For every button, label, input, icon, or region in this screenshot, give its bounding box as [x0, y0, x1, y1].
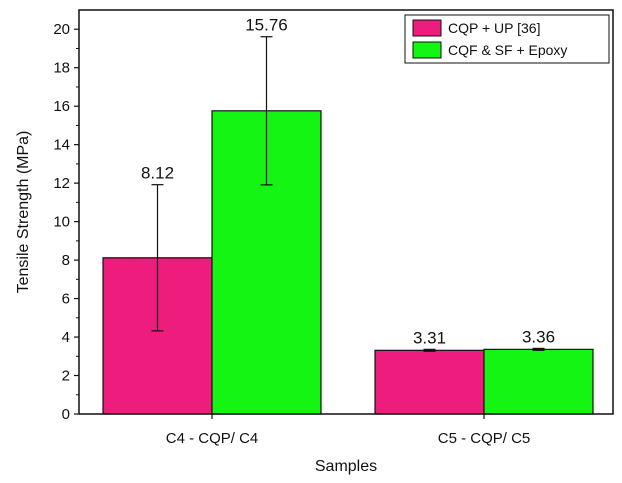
y-tick-label: 4: [62, 329, 70, 346]
y-tick-label: 10: [53, 214, 70, 231]
value-label: 3.36: [522, 327, 555, 346]
y-tick-label: 16: [53, 98, 70, 115]
legend-swatch-1: [412, 41, 442, 59]
legend-swatch-0: [412, 19, 442, 37]
value-label: 15.76: [245, 16, 288, 35]
legend: CQP + UP [36] CQF & SF + Epoxy: [404, 14, 610, 64]
value-labels: 8.12 15.76 3.31 3.36: [141, 16, 555, 348]
value-label: 3.31: [413, 328, 446, 347]
y-tick-label: 20: [53, 21, 70, 38]
y-tick-label: 2: [62, 368, 70, 385]
bar: [483, 348, 594, 415]
y-tick-label: 6: [62, 291, 70, 308]
x-axis-label: Samples: [315, 458, 377, 475]
y-tick-label: 18: [53, 60, 70, 77]
plot-frame: [78, 9, 614, 415]
legend-label-0: CQP + UP [36]: [448, 20, 540, 36]
axis-ticks: 0 2 4 6 8 10 12 14 16 18 20 C4 - CQP/ C4 C5 - CQP/ C…: [53, 21, 530, 447]
y-tick-label: 12: [53, 175, 70, 192]
x-tick-label: C4 - CQP/ C4: [166, 430, 259, 447]
value-label: 8.12: [141, 164, 174, 183]
bar: [374, 349, 485, 415]
y-tick-label: 14: [53, 137, 70, 154]
bars: [102, 110, 594, 415]
x-tick-label: C5 - CQP/ C5: [438, 430, 531, 447]
legend-label-1: CQF & SF + Epoxy: [448, 42, 567, 58]
error-bars: [151, 36, 545, 352]
y-axis-label: Tensile Strength (MPa): [15, 131, 32, 294]
y-tick-label: 8: [62, 252, 70, 269]
y-tick-label: 0: [62, 406, 70, 423]
